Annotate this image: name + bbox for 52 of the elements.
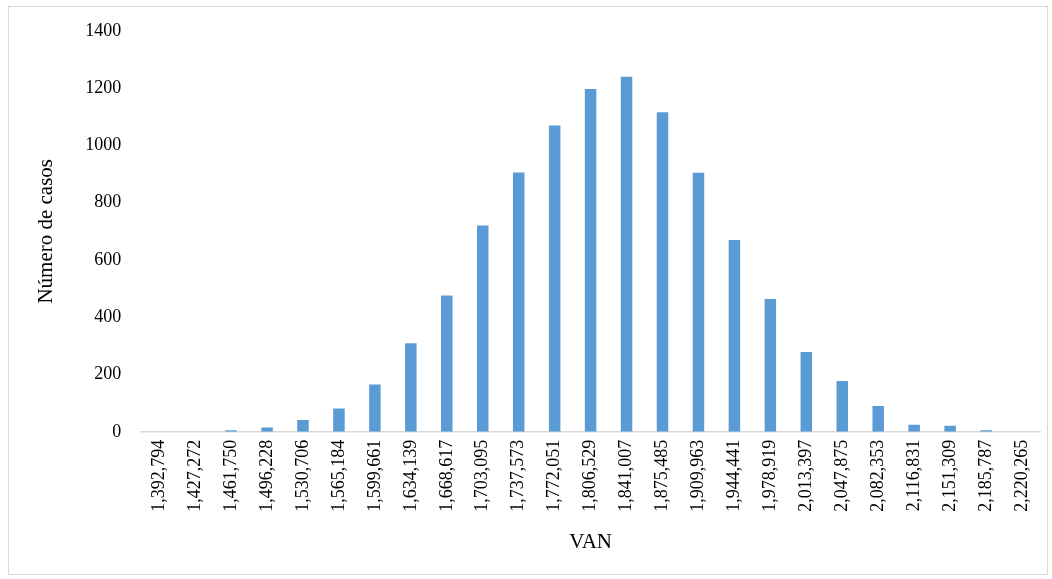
x-tick-label: 2,185,787 bbox=[974, 439, 995, 512]
bar bbox=[836, 381, 849, 432]
x-tick-label: 2,082,353 bbox=[866, 439, 887, 512]
x-tick-label: 1,978,919 bbox=[759, 439, 780, 512]
x-tick-label: 1,703,095 bbox=[471, 439, 492, 512]
x-tick-label: 1,565,184 bbox=[327, 439, 348, 512]
x-tick-label: 1,461,750 bbox=[219, 439, 240, 512]
bar bbox=[872, 406, 884, 432]
bar bbox=[333, 408, 345, 432]
y-tick-label: 400 bbox=[94, 305, 122, 326]
x-tick-label: 1,530,706 bbox=[291, 439, 312, 512]
x-tick-label: 1,737,573 bbox=[507, 439, 528, 512]
x-tick-label: 1,806,529 bbox=[579, 439, 600, 512]
x-tick-label: 2,013,397 bbox=[795, 439, 816, 512]
x-axis-title: VAN bbox=[569, 528, 612, 553]
x-tick-label: 1,496,228 bbox=[255, 439, 276, 512]
y-tick-label: 1000 bbox=[85, 134, 122, 155]
x-tick-label: 1,944,441 bbox=[723, 439, 744, 512]
y-tick-label: 200 bbox=[94, 363, 122, 384]
bar bbox=[297, 420, 309, 432]
x-tick-label: 2,220,265 bbox=[1010, 439, 1031, 512]
y-tick-label: 1200 bbox=[85, 76, 122, 97]
x-tick-label: 1,875,485 bbox=[651, 439, 672, 512]
x-tick-label: 1,427,272 bbox=[183, 439, 204, 512]
bar bbox=[369, 384, 381, 432]
y-tick-label: 800 bbox=[94, 191, 122, 212]
x-tick-label: 2,151,309 bbox=[938, 439, 959, 512]
bar bbox=[405, 343, 417, 432]
x-tick-label: 1,841,007 bbox=[615, 439, 636, 512]
bar bbox=[548, 125, 561, 432]
bar bbox=[764, 298, 777, 432]
bar bbox=[692, 172, 705, 432]
y-tick-label: 600 bbox=[94, 248, 122, 269]
bar bbox=[728, 239, 741, 432]
bar bbox=[800, 351, 813, 432]
x-tick-label: 1,392,794 bbox=[147, 439, 168, 512]
y-tick-label: 1400 bbox=[85, 19, 122, 40]
y-tick-label: 0 bbox=[112, 420, 122, 441]
x-tick-label: 2,116,831 bbox=[902, 439, 923, 512]
bar bbox=[512, 172, 525, 432]
bar bbox=[620, 76, 633, 432]
x-tick-label: 1,909,963 bbox=[687, 439, 708, 512]
x-tick-label: 2,047,875 bbox=[831, 439, 851, 512]
y-axis-title: Número de casos bbox=[33, 158, 58, 304]
x-tick-label: 1,668,617 bbox=[435, 439, 456, 512]
bar bbox=[656, 112, 669, 432]
bar bbox=[476, 225, 489, 432]
x-tick-label: 1,772,051 bbox=[543, 439, 564, 512]
x-tick-label: 1,599,661 bbox=[363, 439, 384, 512]
x-tick-label: 1,634,139 bbox=[399, 439, 420, 512]
bar bbox=[441, 295, 453, 432]
bar bbox=[584, 88, 597, 432]
